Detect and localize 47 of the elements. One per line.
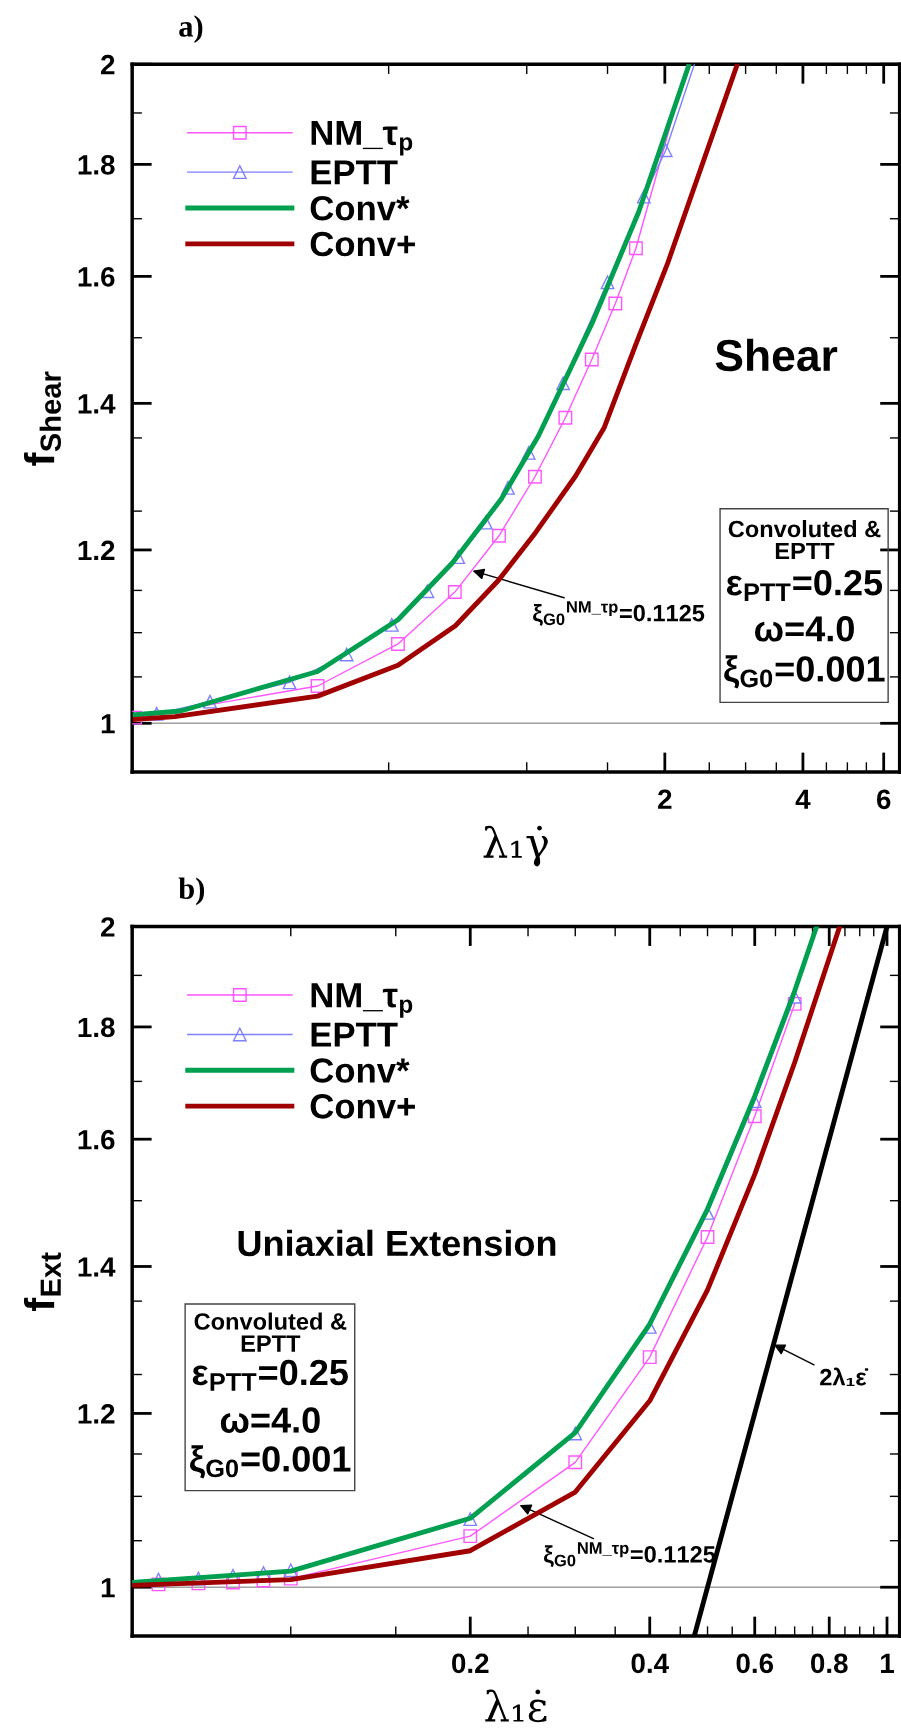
annotation: ω=4.0 [755, 616, 854, 642]
x-axis-title: λ₁ε̇ [485, 1689, 547, 1723]
x-tick-label: 6 [876, 789, 891, 810]
x-tick-label: 1 [881, 1653, 894, 1673]
chart-title: a) [179, 15, 203, 43]
annotation: ξ$_{G0}$$^{NM_τp}$=0.1125 [543, 1542, 716, 1568]
legend-label: Conv* [310, 1058, 410, 1083]
annotation: Uniaxial Extension [238, 1229, 556, 1257]
y-tick-label: 1.2 [78, 540, 115, 560]
annotation: ξ$_{G0}$=0.001 [724, 655, 885, 689]
annotation: 2λ₁ε̇ [820, 1367, 869, 1387]
y-axis-title: f$_{Shear}$ [23, 371, 62, 466]
y-tick-label: 1.6 [78, 267, 115, 287]
legend-label: NM_τ$_{p}$ [311, 983, 413, 1018]
legend-label: Conv+ [310, 231, 415, 257]
y-tick-label: 1.8 [78, 1017, 115, 1038]
x-tick-label: 0.8 [811, 1653, 848, 1674]
y-axis-title: f$_{Ext}$ [23, 1252, 61, 1311]
y-tick-label: 1 [101, 1578, 115, 1598]
chart-title: b) [178, 877, 205, 906]
y-tick-label: 1 [101, 714, 115, 734]
x-tick-label: 0.6 [736, 1653, 774, 1674]
annotation: ξ$_{G0}$$^{NM_τp}$=0.1125 [533, 601, 705, 626]
legend-label: NM_τ$_{p}$ [311, 120, 413, 156]
annotation: ξ$_{G0}$=0.001 [190, 1445, 351, 1479]
x-axis-title: λ₁γ̇ [483, 825, 548, 867]
x-tick-label: 4 [795, 789, 811, 809]
y-tick-label: 2 [101, 54, 115, 75]
legend-label: EPTT [311, 160, 398, 185]
x-tick-label: 0.2 [452, 1653, 489, 1674]
x-tick-label: 2 [658, 789, 672, 809]
annotation: ε$_{PTT}$=0.25 [726, 569, 883, 601]
annotation: Convoluted & EPTT [194, 1312, 347, 1352]
legend-label: EPTT [311, 1022, 398, 1047]
y-tick-label: 1.8 [78, 155, 115, 175]
y-tick-label: 1.6 [78, 1129, 115, 1150]
y-tick-label: 2 [101, 917, 115, 937]
legend-label: Conv* [310, 195, 410, 221]
x-tick-label: 0.4 [631, 1653, 669, 1674]
y-tick-label: 1.2 [78, 1404, 115, 1424]
y-tick-label: 1.4 [78, 394, 116, 414]
legend-label: Conv+ [310, 1094, 415, 1119]
annotation: Convoluted & EPTT [728, 520, 881, 560]
annotation: ω=4.0 [220, 1407, 320, 1433]
annotation: Shear [715, 338, 838, 372]
y-tick-label: 1.4 [78, 1257, 116, 1277]
annotation: ε$_{PTT}$=0.25 [192, 1359, 348, 1391]
